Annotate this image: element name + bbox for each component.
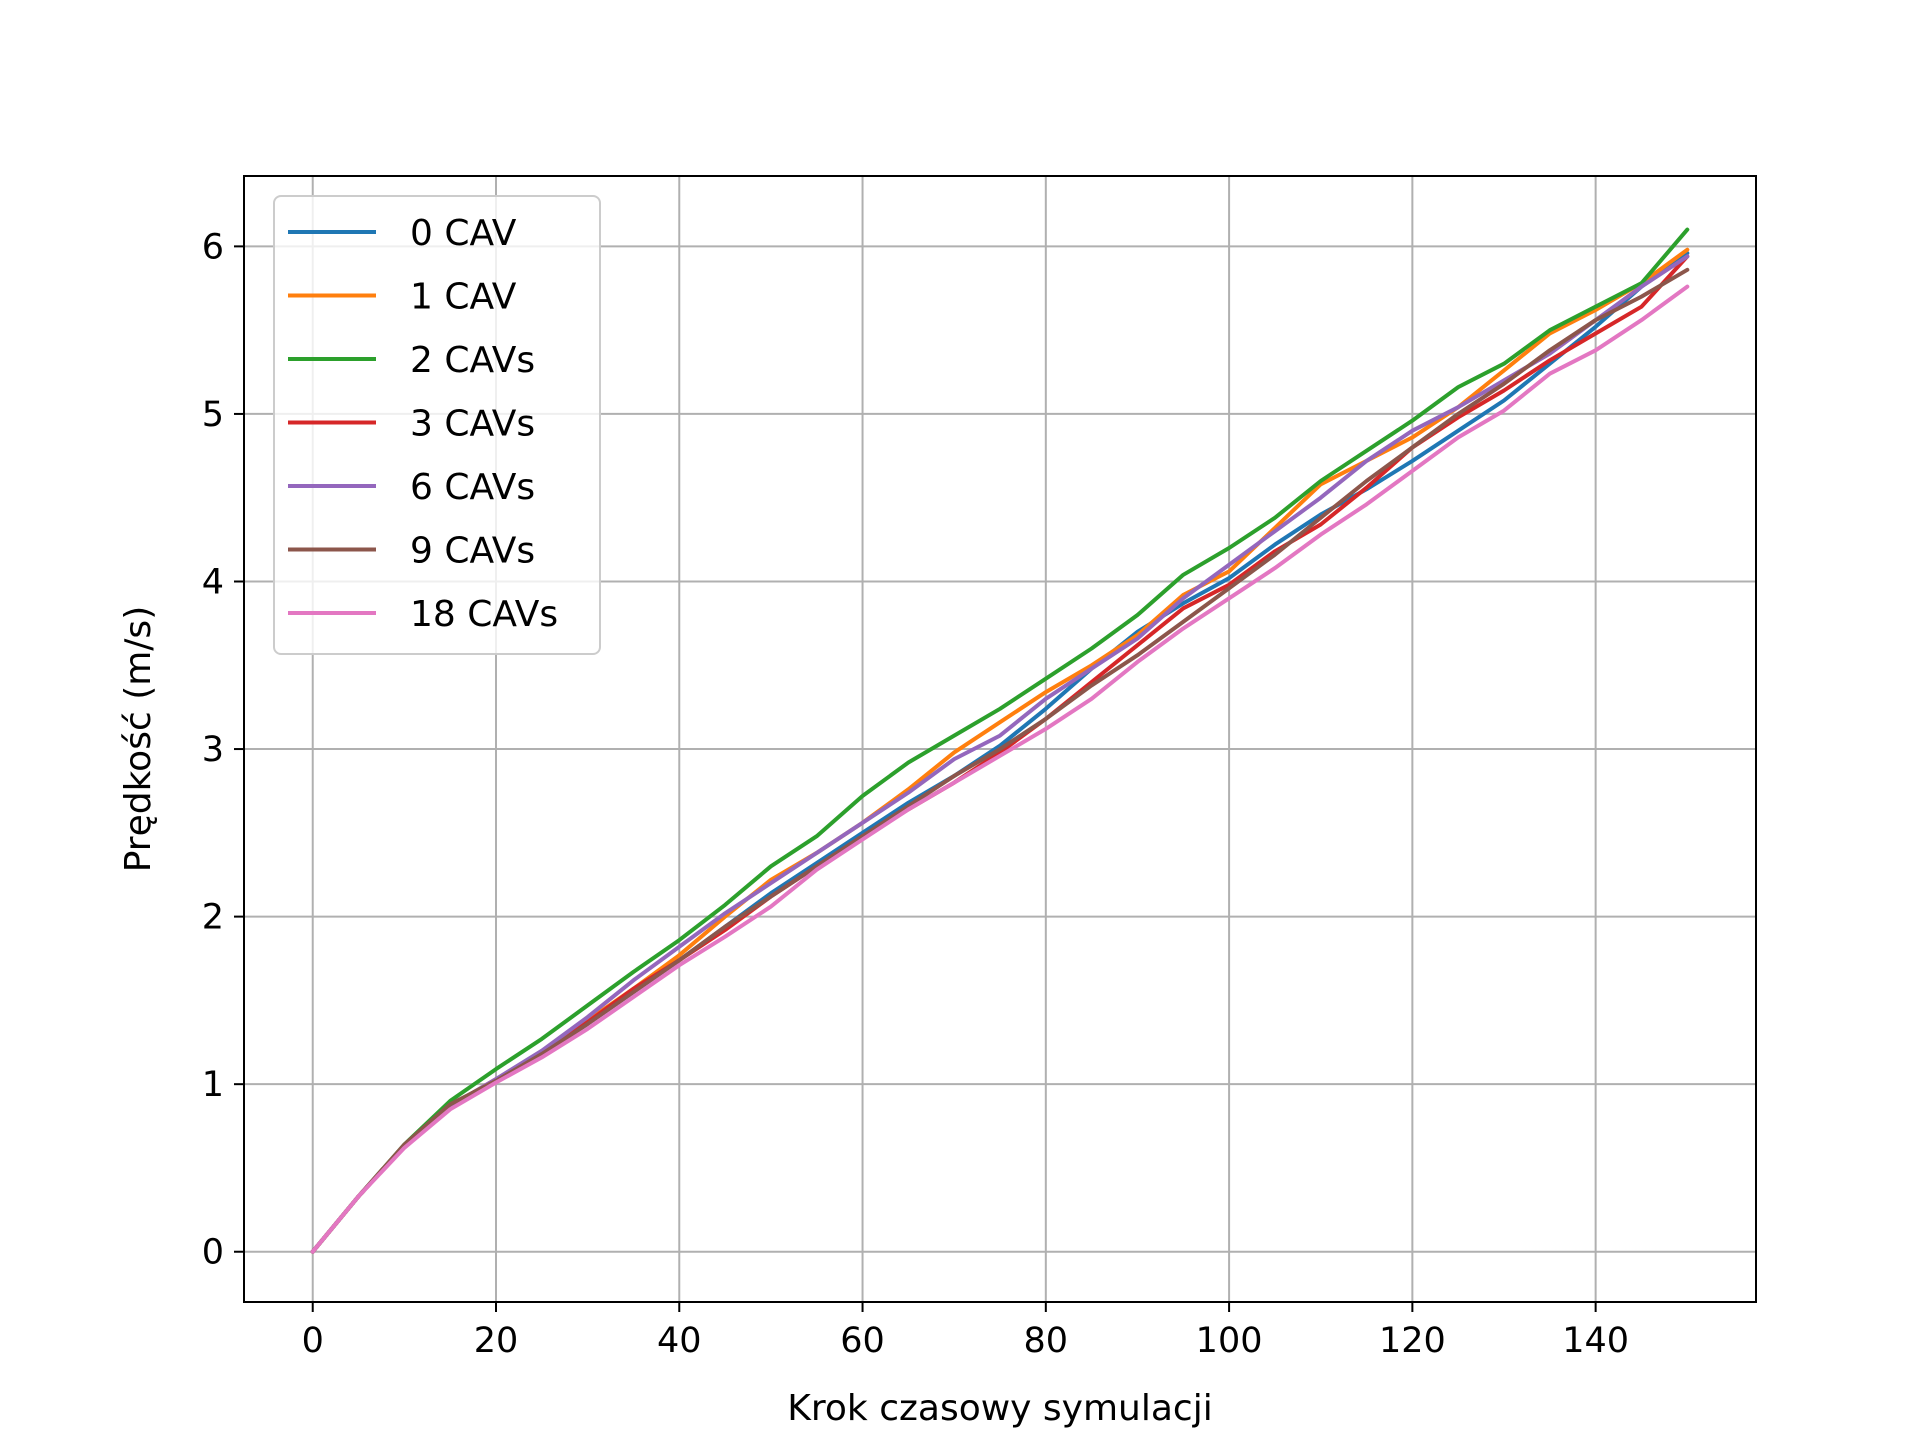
y-tick-label: 2 <box>202 898 224 938</box>
legend-box <box>273 195 601 655</box>
series-line-5 <box>310 267 1690 1254</box>
legend-label-2: 2 CAVs <box>410 340 535 381</box>
series-line-2 <box>310 227 1690 1254</box>
x-tick-label: 0 <box>302 1321 324 1361</box>
series-line-4 <box>310 254 1690 1254</box>
x-tick-label: 140 <box>1562 1321 1629 1361</box>
y-tick-label: 6 <box>202 227 224 267</box>
plot-frame <box>243 175 1757 1303</box>
axis-ticks: 0 20 40 60 80 100 120 140 0 1 2 3 4 5 6 <box>202 227 1629 1361</box>
y-tick-label: 4 <box>202 562 224 602</box>
x-tick-label: 60 <box>840 1321 885 1361</box>
legend-label-3: 3 CAVs <box>410 404 535 445</box>
y-tick-label: 5 <box>202 395 224 435</box>
legend-label-5: 9 CAVs <box>410 531 535 572</box>
legend: 0 CAV 1 CAV 2 CAVs 3 CAVs 6 CAVs 9 CAVs 18 CAV… <box>273 195 601 655</box>
x-axis-label: Krok czasowy symulacji <box>787 1388 1212 1429</box>
x-tick-label: 100 <box>1196 1321 1263 1361</box>
legend-label-0: 0 CAV <box>410 213 517 254</box>
x-tick-label: 120 <box>1379 1321 1446 1361</box>
series-lines <box>310 227 1690 1254</box>
y-tick-label: 1 <box>202 1065 224 1105</box>
grid <box>244 176 1756 1302</box>
x-tick-label: 20 <box>474 1321 519 1361</box>
legend-label-6: 18 CAVs <box>410 594 558 635</box>
x-tick-label: 80 <box>1024 1321 1069 1361</box>
y-tick-label: 0 <box>202 1233 224 1273</box>
series-line-6 <box>310 284 1690 1254</box>
x-tick-label: 40 <box>657 1321 702 1361</box>
legend-label-4: 6 CAVs <box>410 467 535 508</box>
y-tick-label: 3 <box>202 730 224 770</box>
legend-label-1: 1 CAV <box>410 277 517 318</box>
y-axis-label: Prędkość (m/s) <box>118 606 159 873</box>
